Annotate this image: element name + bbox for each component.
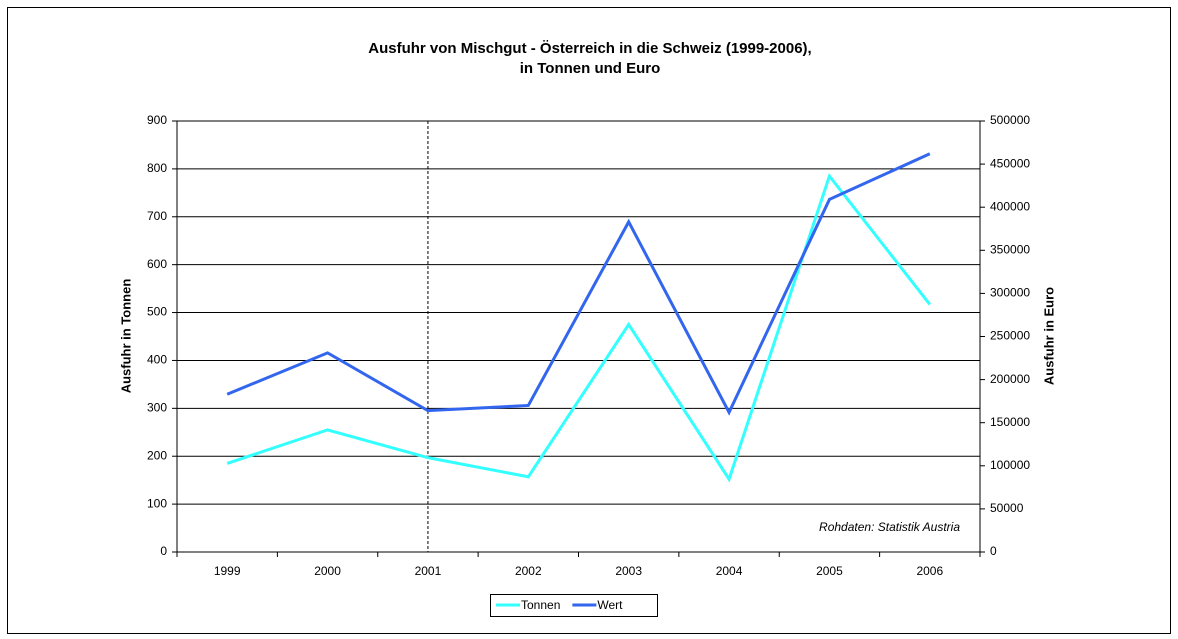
chart-title: Ausfuhr von Mischgut - Österreich in die… [368, 40, 811, 57]
x-tick-label: 2005 [816, 564, 843, 578]
y-tick-label: 800 [147, 161, 167, 175]
y2-tick-label: 100000 [990, 458, 1030, 472]
y2-tick-label: 350000 [990, 242, 1030, 256]
y-tick-label: 700 [147, 209, 167, 223]
annotation: Rohdaten: Statistik Austria [819, 520, 960, 534]
x-tick-label: 2003 [615, 564, 642, 578]
x-tick-label: 2006 [916, 564, 943, 578]
legend-label: Tonnen [521, 598, 560, 612]
y-tick-label: 500 [147, 305, 167, 319]
y-tick-label: 100 [147, 496, 167, 510]
x-tick-label: 2002 [515, 564, 542, 578]
y-tick-label: 200 [147, 448, 167, 462]
x-tick-label: 2000 [314, 564, 341, 578]
x-tick-label: 2004 [716, 564, 743, 578]
x-tick-label: 1999 [214, 564, 241, 578]
y2-tick-label: 0 [990, 544, 997, 558]
y-axis-label: Ausfuhr in Tonnen [118, 279, 133, 394]
y2-tick-label: 50000 [990, 501, 1024, 515]
series-line [226, 152, 931, 416]
series-line [226, 172, 931, 483]
legend-label: Wert [597, 598, 623, 612]
y2-tick-label: 250000 [990, 329, 1030, 343]
y2-tick-label: 400000 [990, 199, 1030, 213]
y2-tick-label: 500000 [990, 113, 1030, 127]
x-tick-label: 2001 [415, 564, 442, 578]
y2-tick-label: 300000 [990, 286, 1030, 300]
y-tick-label: 900 [147, 113, 167, 127]
y-tick-label: 400 [147, 353, 167, 367]
y2-tick-label: 150000 [990, 415, 1030, 429]
y2-axis-label: Ausfuhr in Euro [1041, 287, 1056, 385]
y2-tick-label: 450000 [990, 156, 1030, 170]
chart-border [7, 7, 1171, 634]
y2-tick-label: 200000 [990, 372, 1030, 386]
y-tick-label: 300 [147, 401, 167, 415]
chart-title: in Tonnen und Euro [520, 60, 661, 77]
y-tick-label: 600 [147, 257, 167, 271]
y-tick-label: 0 [160, 544, 167, 558]
